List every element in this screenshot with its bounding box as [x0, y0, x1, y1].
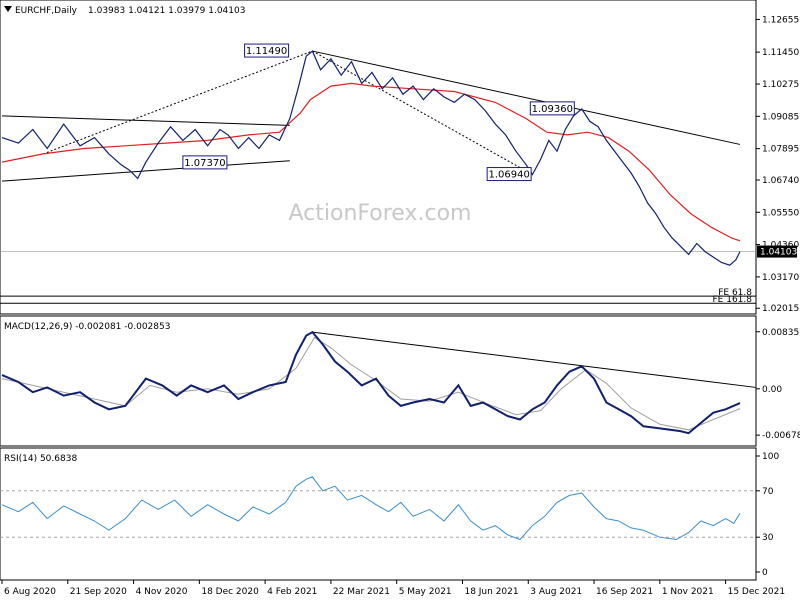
price-axis-label: 1.02015 [762, 304, 799, 314]
price-annotation-label: 1.07370 [184, 158, 225, 169]
price-annotation-label: 1.06940 [488, 170, 529, 181]
rsi-layer [0, 476, 756, 541]
date-axis-label: 15 Dec 2021 [728, 587, 786, 597]
chart-ohlc: 1.03983 1.04121 1.03979 1.04103 [88, 6, 245, 16]
date-axis-label: 6 Aug 2020 [4, 587, 56, 597]
date-axis-label: 18 Dec 2020 [201, 587, 259, 597]
rsi-axis-label: 0 [762, 568, 768, 578]
rsi-axis-label: 30 [762, 533, 774, 543]
watermark: ActionForex.com [289, 201, 472, 226]
trendline [312, 50, 741, 145]
date-axis-label: 4 Feb 2021 [267, 587, 317, 597]
price-annotation-label: 1.09360 [532, 104, 573, 115]
fibo-label: FE 161.8 [713, 295, 753, 305]
rsi-title: RSI(14) 50.6838 [4, 454, 77, 464]
price-annotation-label: 1.11490 [246, 46, 287, 57]
moving-average-line [1, 82, 741, 242]
price-annotation-box [486, 167, 532, 182]
fibo-label: FE 61.8 [718, 288, 752, 298]
macd-panel-frame [0, 315, 757, 447]
rsi-axis-label: 70 [762, 487, 774, 497]
date-axis-label: 18 Jun 2021 [464, 587, 518, 597]
rsi-axis-label: 100 [762, 452, 779, 462]
price-axis-label: 1.11450 [762, 48, 799, 58]
date-axis-label: 16 Sep 2021 [596, 587, 653, 597]
price-annotation-box [244, 43, 290, 58]
macd-axis-label: 0.00 [762, 385, 782, 395]
macd-axis-label: 0.008353 [762, 328, 800, 338]
price-axis-label: 1.10275 [762, 80, 799, 90]
macd-trendline [312, 331, 757, 388]
rsi-panel-frame [0, 447, 757, 581]
macd-signal-line [1, 336, 741, 431]
price-axis-label: 1.05550 [762, 208, 799, 218]
rsi-line [1, 476, 741, 541]
price-axis-label: 1.12655 [762, 15, 799, 25]
trendline [1, 160, 290, 182]
price-layer: FE 61.8FE 161.8 1.11490 1.07370 1.06940 1.09… [0, 43, 756, 305]
chart-symbol: EURCHF,Daily [15, 6, 78, 16]
macd-title: MACD(12,26,9) -0.002081 -0.002853 [4, 322, 170, 332]
trendline [1, 115, 290, 126]
price-axis-label: 1.09085 [762, 112, 799, 122]
current-price-label: 1.04103 [760, 248, 797, 258]
dashed-trendline [42, 50, 313, 155]
price-axis-label: 1.07895 [762, 145, 799, 155]
price-annotation-box [529, 101, 575, 116]
macd-axis-label: -0.006788 [762, 431, 800, 441]
date-axis-label: 5 May 2021 [399, 587, 452, 597]
date-axis-label: 21 Sep 2020 [70, 587, 127, 597]
date-axis-label: 22 Mar 2021 [333, 587, 390, 597]
price-line [1, 50, 741, 266]
date-axis-label: 3 Aug 2021 [530, 587, 582, 597]
date-axis-label: 4 Nov 2020 [136, 587, 188, 597]
price-axis-label: 1.03170 [762, 273, 799, 283]
current-price-tag [757, 245, 797, 258]
macd-layer [1, 330, 757, 435]
price-annotation-box [182, 155, 228, 170]
macd-line [1, 330, 741, 435]
collapse-triangle-icon[interactable] [4, 6, 12, 12]
date-axis-label: 1 Nov 2021 [662, 587, 714, 597]
price-panel-frame [0, 0, 757, 315]
price-axis-label: 1.06740 [762, 176, 799, 186]
axis-layer: 1.12655 1.11450 1.10275 1.09085 1.07895 1.067… [1, 15, 800, 597]
